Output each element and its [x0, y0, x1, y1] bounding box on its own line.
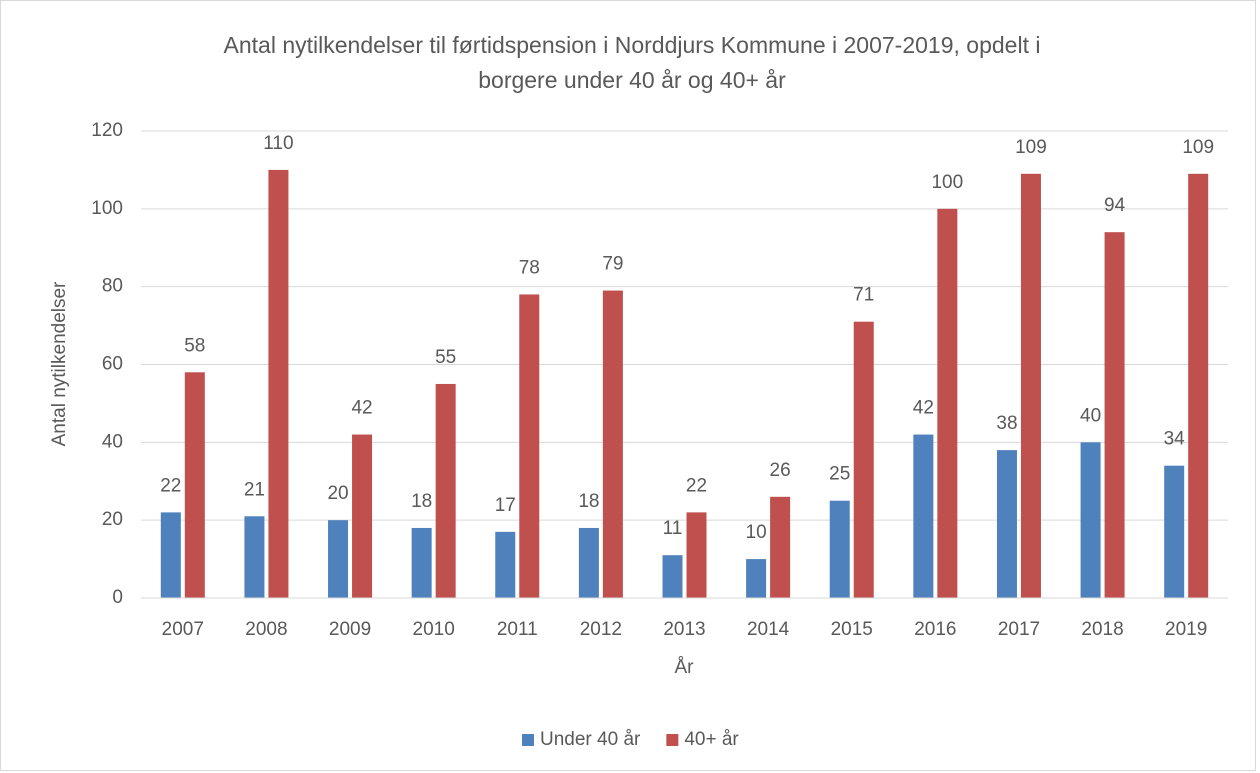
x-tick-label: 2017: [998, 619, 1040, 640]
data-label: 79: [602, 254, 623, 275]
data-label: 25: [829, 464, 850, 485]
data-label: 11: [663, 518, 683, 539]
bar: [160, 512, 181, 598]
bar: [662, 555, 683, 598]
bar: [602, 290, 623, 598]
y-tick-label: 0: [112, 587, 123, 608]
legend-label: 40+ år: [684, 729, 739, 750]
x-tick-label: 2008: [245, 619, 287, 640]
data-label: 55: [435, 347, 456, 368]
x-tick-label: 2007: [162, 619, 204, 640]
x-tick-label: 2014: [747, 619, 790, 640]
data-label: 109: [1015, 137, 1047, 158]
bar: [853, 321, 874, 598]
bar: [519, 294, 540, 598]
bar: [352, 434, 373, 598]
bar: [829, 500, 850, 598]
bar: [184, 372, 205, 598]
data-label: 100: [931, 172, 963, 193]
data-label: 110: [263, 133, 293, 154]
data-label: 21: [244, 479, 265, 500]
data-label: 34: [1164, 429, 1186, 450]
bar: [686, 512, 707, 598]
bar: [913, 434, 934, 598]
x-tick-label: 2019: [1165, 619, 1207, 640]
y-axis-label: Antal nytilkendelser: [49, 281, 70, 446]
x-tick-label: 2010: [413, 619, 455, 640]
data-label: 22: [686, 475, 707, 496]
y-tick-label: 60: [102, 354, 123, 375]
data-label: 71: [853, 285, 874, 306]
chart-title: borgere under 40 år og 40+ år: [478, 67, 786, 93]
data-label: 109: [1182, 137, 1214, 158]
data-label: 20: [327, 483, 348, 504]
y-tick-label: 80: [102, 276, 123, 297]
chart-title: Antal nytilkendelser til førtidspension …: [224, 32, 1041, 58]
bar: [244, 516, 265, 598]
bar: [746, 559, 767, 598]
bar: [1164, 465, 1185, 598]
data-label: 42: [913, 398, 934, 419]
bar: [770, 496, 791, 598]
bar: [1104, 232, 1125, 598]
x-tick-label: 2011: [497, 619, 538, 640]
x-tick-label: 2013: [663, 619, 705, 640]
data-label: 17: [495, 495, 516, 516]
y-tick-label: 40: [102, 431, 123, 452]
data-label: 58: [184, 335, 205, 356]
bar: [578, 527, 599, 598]
x-tick-label: 2015: [831, 619, 873, 640]
data-label: 38: [996, 413, 1017, 434]
data-label: 78: [519, 257, 540, 278]
x-tick-label: 2009: [329, 619, 371, 640]
bar: [1080, 442, 1101, 598]
data-label: 18: [411, 491, 432, 512]
bar: [1188, 173, 1209, 598]
legend-swatch: [666, 734, 679, 746]
data-label: 94: [1104, 195, 1126, 216]
bar: [411, 527, 432, 598]
x-axis-label: År: [675, 657, 695, 678]
data-label: 26: [770, 460, 791, 481]
bar: [495, 531, 516, 598]
legend-swatch: [522, 734, 534, 746]
bar: [937, 208, 958, 599]
bar: [996, 450, 1017, 598]
data-label: 42: [351, 398, 372, 419]
y-tick-label: 100: [91, 198, 123, 219]
bar: [1020, 173, 1041, 598]
bar: [435, 383, 456, 598]
y-tick-label: 120: [91, 120, 123, 141]
bar: [268, 169, 289, 598]
bar: [328, 520, 349, 598]
x-tick-label: 2012: [580, 619, 622, 640]
x-tick-label: 2018: [1081, 619, 1123, 640]
legend-label: Under 40 år: [540, 729, 641, 750]
y-tick-label: 20: [102, 509, 123, 530]
data-label: 22: [160, 475, 181, 496]
data-label: 40: [1080, 405, 1101, 426]
data-label: 18: [578, 491, 599, 512]
x-tick-label: 2016: [914, 619, 956, 640]
data-label: 10: [746, 522, 767, 543]
